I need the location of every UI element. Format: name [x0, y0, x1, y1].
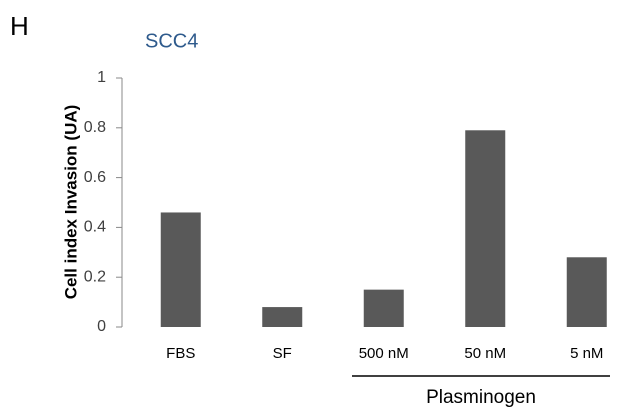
y-tick-label: 0.2	[84, 268, 106, 285]
y-tick-label: 0.4	[84, 219, 106, 236]
y-tick-label: 0.8	[84, 119, 106, 136]
chart-title: SCC4	[145, 30, 198, 52]
bar	[566, 257, 607, 327]
y-axis-label: Cell index Invasion (UA)	[61, 105, 80, 300]
bar	[160, 212, 201, 327]
panel-label: H	[10, 11, 29, 41]
x-tick-label: 5 nM	[570, 345, 603, 362]
y-tick-label: 0	[97, 318, 106, 335]
group-label: Plasminogen	[426, 387, 536, 408]
y-tick-label: 0.6	[84, 169, 106, 186]
bar	[465, 130, 506, 327]
x-tick-label: 50 nM	[464, 345, 506, 362]
bar	[262, 307, 303, 327]
x-tick-label: SF	[273, 345, 292, 362]
x-tick-label: FBS	[166, 345, 195, 362]
y-tick-label: 1	[97, 69, 106, 86]
bar	[363, 289, 404, 327]
x-tick-label: 500 nM	[359, 345, 409, 362]
